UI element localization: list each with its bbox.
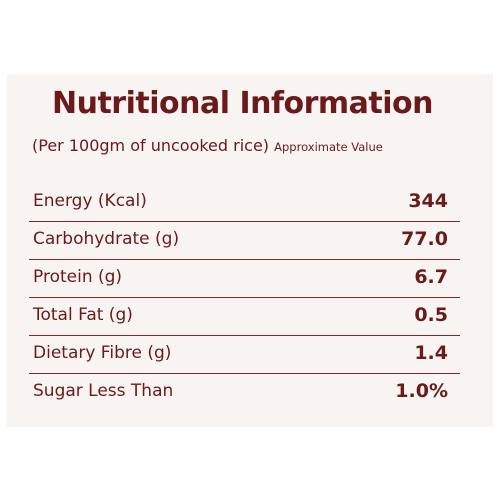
row-value: 77.0: [401, 228, 448, 250]
table-row-protein: Protein (g) 6.7: [29, 260, 460, 298]
page-title: Nutritional Information: [52, 86, 434, 121]
row-value: 1.0%: [395, 380, 448, 402]
table-row-total-fat: Total Fat (g) 0.5: [29, 298, 460, 336]
row-value: 6.7: [414, 266, 448, 288]
subtitle-main: (Per 100gm of uncooked rice): [32, 136, 270, 155]
row-label: Total Fat (g): [33, 305, 133, 325]
table-row-energy: Energy (Kcal) 344: [29, 184, 460, 222]
nutrition-table: Energy (Kcal) 344 Carbohydrate (g) 77.0 …: [29, 184, 460, 412]
subtitle: (Per 100gm of uncooked rice) Approximate…: [32, 136, 383, 155]
row-label: Protein (g): [33, 267, 123, 287]
row-label: Carbohydrate (g): [33, 229, 180, 249]
nutrition-panel: [7, 74, 493, 427]
table-row-dietary-fibre: Dietary Fibre (g) 1.4: [29, 336, 460, 374]
row-label: Sugar Less Than: [33, 381, 174, 401]
table-row-sugar: Sugar Less Than 1.0%: [29, 374, 460, 412]
row-value: 0.5: [414, 304, 448, 326]
row-value: 344: [408, 190, 448, 212]
subtitle-note: Approximate Value: [274, 140, 383, 154]
table-row-carbohydrate: Carbohydrate (g) 77.0: [29, 222, 460, 260]
row-value: 1.4: [414, 342, 448, 364]
row-label: Energy (Kcal): [33, 191, 147, 211]
row-label: Dietary Fibre (g): [33, 343, 172, 363]
